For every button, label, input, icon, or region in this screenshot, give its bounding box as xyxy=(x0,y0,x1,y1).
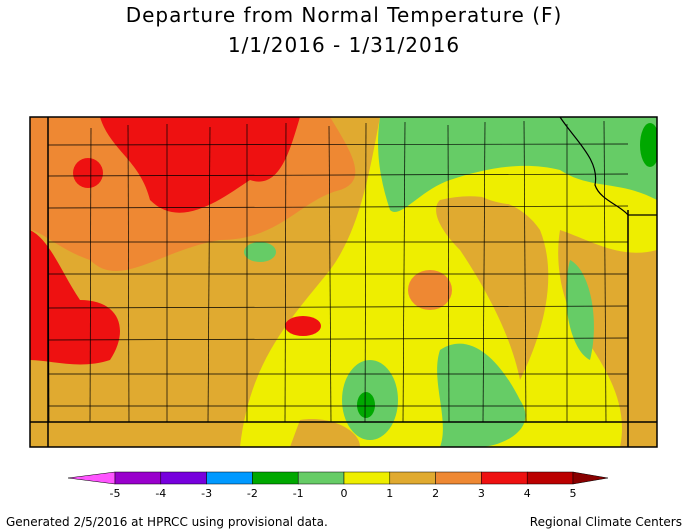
county-line xyxy=(89,127,92,423)
county-line xyxy=(523,120,527,423)
legend-tick-label: 0 xyxy=(341,487,348,500)
county-line xyxy=(482,121,486,423)
county-line xyxy=(284,122,287,423)
county-line xyxy=(47,173,629,177)
legend-swatch xyxy=(206,471,253,485)
county-line xyxy=(47,205,629,209)
legend-swatch xyxy=(252,471,299,485)
legend-tick-label: -4 xyxy=(155,487,166,500)
legend-tick-label: 5 xyxy=(570,487,577,500)
county-line xyxy=(207,126,211,423)
county-lines xyxy=(47,120,629,423)
county-line xyxy=(47,305,629,309)
legend-swatch xyxy=(481,471,528,485)
legend-tick-label: 1 xyxy=(386,487,393,500)
county-line xyxy=(47,143,629,146)
legend-swatch xyxy=(572,471,609,485)
legend-swatch xyxy=(343,471,391,485)
legend-swatch xyxy=(526,471,574,485)
color-legend: -5 -4 -3 -2 -1 0 1 2 3 4 5 xyxy=(67,471,609,500)
legend-tick-label: 2 xyxy=(432,487,439,500)
county-line xyxy=(47,337,629,341)
county-line xyxy=(402,121,406,423)
temperature-field xyxy=(30,117,657,447)
legend-swatch xyxy=(114,471,162,485)
legend-swatch xyxy=(160,471,207,485)
county-line xyxy=(364,122,367,423)
legend-tick-label: -3 xyxy=(201,487,212,500)
legend-swatch xyxy=(297,471,345,485)
legend-tick-label: 4 xyxy=(524,487,531,500)
legend-tick-label: -1 xyxy=(293,487,304,500)
legend-tick-label: 3 xyxy=(478,487,485,500)
map-frame xyxy=(29,116,658,448)
legend-swatch xyxy=(67,471,116,485)
legend-swatch xyxy=(389,471,436,485)
legend-tick-label: -2 xyxy=(247,487,258,500)
legend-swatch xyxy=(435,471,482,485)
legend-tick-label: -5 xyxy=(110,487,121,500)
title: Departure from Normal Temperature (F) xyxy=(126,3,563,27)
county-line xyxy=(127,124,130,423)
subtitle: 1/1/2016 - 1/31/2016 xyxy=(228,33,460,57)
river-border xyxy=(559,116,657,216)
footer-left: Generated 2/5/2016 at HPRCC using provis… xyxy=(6,515,328,529)
county-line xyxy=(603,120,607,423)
footer-right: Regional Climate Centers xyxy=(530,515,682,529)
